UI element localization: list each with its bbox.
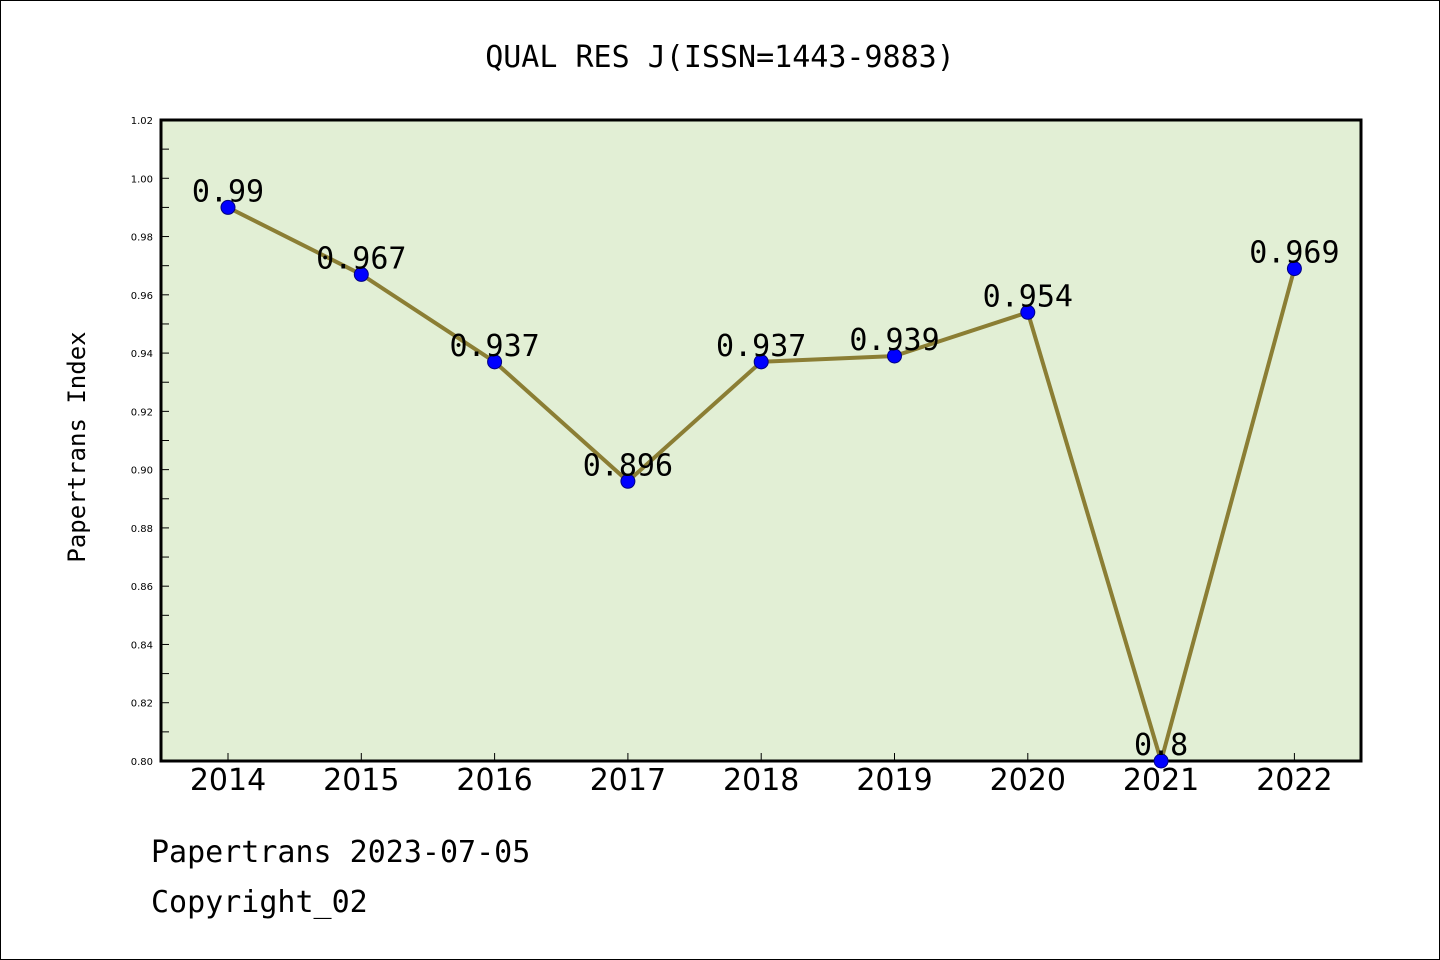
y-tick-label: 0.94 <box>131 349 153 360</box>
x-tick-label: 2018 <box>723 763 799 798</box>
x-tick-label: 2016 <box>456 763 532 798</box>
y-tick-label: 1.02 <box>131 116 153 127</box>
data-point-marker <box>487 354 503 370</box>
data-point-marker <box>753 354 769 370</box>
y-tick-label: 1.00 <box>131 174 153 185</box>
source-footer: Papertrans 2023-07-05 <box>151 835 531 870</box>
x-tick-label: 2017 <box>590 763 666 798</box>
data-label: 0.939 <box>849 323 939 358</box>
data-label: 0.937 <box>716 329 806 364</box>
chart-title: QUAL RES J(ISSN=1443-9883) <box>485 40 955 75</box>
data-label: 0.937 <box>449 329 539 364</box>
y-tick-label: 0.80 <box>131 757 153 768</box>
y-axis-label: Papertrans Index <box>63 331 91 562</box>
data-label: 0.954 <box>983 279 1073 314</box>
x-tick-label: 2020 <box>990 763 1066 798</box>
y-axis: 0.80 0.82 0.84 0.86 0.88 0.90 0.92 0.94 0.96 0.98… <box>131 116 169 768</box>
data-point-marker <box>1286 261 1302 277</box>
y-tick-label: 0.88 <box>131 524 153 535</box>
y-tick-label: 0.86 <box>131 582 153 593</box>
data-label: 0.99 <box>192 174 264 209</box>
series-group: 0.99 0.967 0.937 0.896 0.937 0.939 0.954 0.8 0.9… <box>192 174 1340 769</box>
x-tick-label: 2015 <box>323 763 399 798</box>
x-tick-label: 2014 <box>190 763 266 798</box>
x-tick-label: 2019 <box>856 763 932 798</box>
data-point-marker <box>620 473 636 489</box>
data-point-marker <box>887 348 902 364</box>
copyright-footer: Copyright_02 <box>151 885 368 920</box>
plot-area <box>159 118 1363 763</box>
y-tick-label: 0.98 <box>131 233 153 244</box>
data-label: 0.8 <box>1134 728 1188 763</box>
data-label: 0.967 <box>316 241 406 276</box>
x-tick-label: 2022 <box>1256 763 1332 798</box>
data-point-marker <box>220 199 236 215</box>
y-tick-label: 0.92 <box>131 407 153 418</box>
y-tick-label: 0.90 <box>131 466 153 477</box>
data-point-marker <box>1153 753 1169 769</box>
data-label: 0.969 <box>1249 236 1339 271</box>
data-point-marker <box>1020 304 1036 320</box>
y-tick-label: 0.96 <box>131 291 153 302</box>
data-point-marker <box>353 266 369 282</box>
x-tick-label: 2021 <box>1123 763 1199 798</box>
y-tick-label: 0.84 <box>131 640 153 651</box>
y-tick-label: 0.82 <box>131 699 153 710</box>
data-label: 0.896 <box>583 448 673 483</box>
x-axis: 2014 2015 2016 2017 2018 2019 2020 2021 2022 <box>190 753 1333 798</box>
